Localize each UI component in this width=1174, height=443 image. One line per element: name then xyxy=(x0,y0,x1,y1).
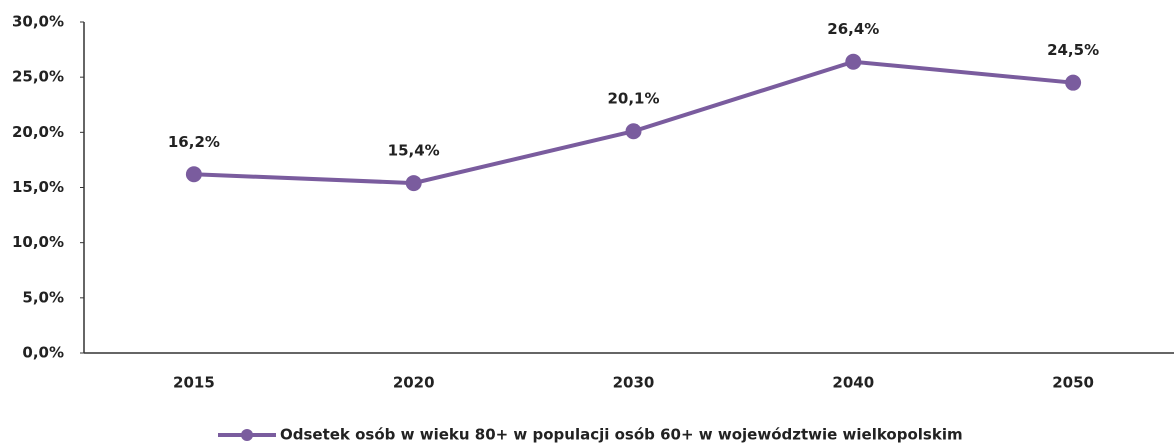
data-label: 24,5% xyxy=(1047,41,1099,59)
data-point xyxy=(405,175,422,192)
data-label: 15,4% xyxy=(388,142,440,160)
legend-marker xyxy=(241,429,253,441)
x-tick-label: 2050 xyxy=(1052,374,1094,392)
y-tick-label: 5,0% xyxy=(22,288,64,306)
y-tick-label: 25,0% xyxy=(12,68,64,86)
x-tick-label: 2015 xyxy=(173,374,215,392)
y-tick-label: 10,0% xyxy=(12,233,64,251)
legend-label: Odsetek osób w wieku 80+ w populacji osó… xyxy=(280,426,963,443)
y-tick-label: 30,0% xyxy=(12,13,64,31)
x-tick-label: 2030 xyxy=(613,374,655,392)
data-point xyxy=(625,123,642,140)
x-tick-label: 2040 xyxy=(832,374,874,392)
data-point xyxy=(1065,74,1082,91)
y-tick-label: 20,0% xyxy=(12,123,64,141)
data-point xyxy=(845,53,862,70)
data-point xyxy=(185,166,202,183)
data-line xyxy=(193,59,1074,186)
y-tick-label: 0,0% xyxy=(22,344,64,362)
data-label: 26,4% xyxy=(827,20,879,38)
y-tick-label: 15,0% xyxy=(12,178,64,196)
data-label: 20,1% xyxy=(607,90,659,108)
data-label: 16,2% xyxy=(168,133,220,151)
x-tick-label: 2020 xyxy=(393,374,435,392)
